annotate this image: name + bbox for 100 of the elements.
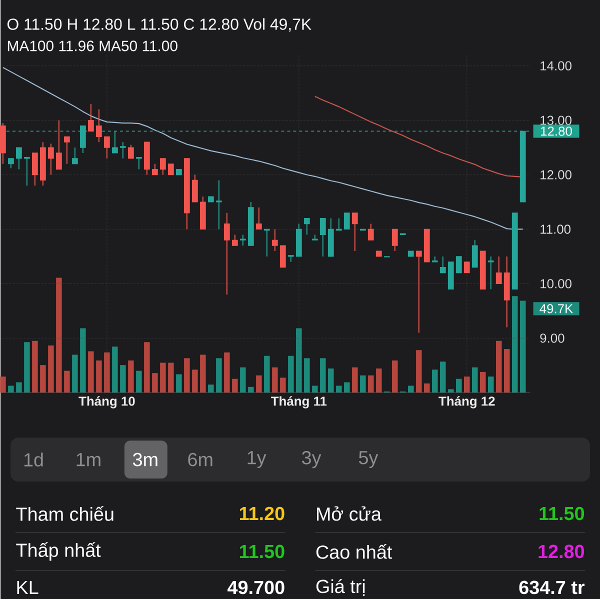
candlestick	[168, 163, 174, 176]
candlestick	[272, 228, 278, 252]
bar	[424, 383, 430, 392]
bar	[64, 370, 70, 392]
y-tick-label: 14.00	[540, 61, 572, 70]
text: Giá trị	[316, 578, 365, 596]
text: 1y	[248, 450, 266, 468]
bar	[488, 376, 494, 392]
line-series	[2, 66, 524, 230]
bar	[416, 350, 422, 392]
candlestick	[88, 103, 94, 132]
text: 11.50	[240, 544, 284, 558]
candlestick	[472, 239, 478, 268]
bar	[104, 352, 110, 392]
text: Tham chiếu	[16, 506, 114, 521]
bar	[96, 360, 102, 392]
text: 1d	[24, 452, 43, 466]
candlestick	[8, 158, 14, 169]
text: 11.50	[540, 506, 584, 520]
bar	[152, 372, 158, 392]
bar	[368, 375, 374, 392]
bar	[392, 360, 398, 392]
text: 49.7K	[540, 304, 574, 314]
bar	[496, 340, 502, 392]
candlestick	[120, 141, 126, 159]
bar	[352, 367, 358, 392]
bar	[296, 328, 302, 392]
candlestick	[240, 234, 246, 246]
candlestick	[160, 158, 166, 176]
bar	[120, 364, 126, 392]
bar	[88, 351, 94, 392]
bar	[240, 367, 246, 392]
bar	[256, 375, 262, 392]
chart-subtitle: MA100 11.96 MA50 11.00	[8, 40, 178, 52]
bar	[432, 369, 438, 392]
bar	[136, 370, 142, 392]
bar	[192, 369, 198, 392]
x-tick-label: Tháng 10	[78, 396, 135, 408]
bar	[336, 386, 342, 392]
candlestick	[64, 136, 70, 164]
candlestick	[48, 143, 54, 176]
bar	[360, 375, 366, 392]
bar	[448, 388, 454, 392]
bar	[208, 384, 214, 392]
candlestick	[344, 212, 350, 230]
candlestick	[320, 218, 326, 257]
bar	[328, 368, 334, 392]
bar	[480, 372, 486, 392]
bar	[24, 342, 30, 392]
candlestick	[16, 146, 22, 170]
candlestick	[72, 146, 78, 164]
candlestick	[488, 256, 494, 290]
y-tick-label: 10.00	[540, 278, 572, 288]
candlestick	[464, 261, 470, 274]
bar	[176, 374, 182, 392]
bar	[40, 364, 46, 392]
bar	[144, 342, 150, 392]
bar	[224, 352, 230, 392]
ref-line-label: 12.80	[541, 126, 572, 136]
bar	[56, 278, 62, 392]
text: 12.80	[538, 544, 584, 558]
bar	[160, 362, 166, 392]
text: KL	[17, 580, 38, 594]
text: 3y	[302, 450, 322, 468]
candlestick	[24, 156, 30, 186]
bar	[272, 367, 278, 392]
text: Mở cửa	[317, 506, 382, 521]
bar	[320, 358, 326, 392]
candlestick	[104, 136, 110, 159]
candlestick	[232, 234, 238, 246]
bar	[16, 382, 22, 392]
bar	[232, 378, 238, 392]
candlestick	[496, 256, 502, 284]
y-tick-label: 13.00	[540, 116, 572, 125]
bar	[184, 358, 190, 392]
bar	[248, 386, 254, 392]
bar	[456, 378, 462, 392]
candlestick	[216, 179, 222, 230]
text: Thấp nhất	[16, 542, 101, 560]
bar	[200, 354, 206, 392]
bar	[440, 361, 446, 392]
candlestick	[440, 256, 446, 274]
text: 6m	[188, 452, 212, 466]
x-tick-label: Tháng 12	[438, 396, 495, 408]
text: 49.700	[228, 580, 284, 594]
candlestick	[336, 218, 342, 231]
bar	[512, 296, 518, 392]
text: 3m	[132, 452, 158, 466]
candlestick	[392, 228, 398, 252]
candlestick	[136, 156, 142, 170]
candlestick	[152, 163, 158, 176]
candlestick	[264, 228, 270, 257]
candlestick	[224, 212, 230, 295]
bar	[264, 356, 270, 392]
bar	[112, 346, 118, 392]
bar	[0, 376, 6, 392]
bar	[376, 368, 382, 392]
bar	[288, 356, 294, 392]
text: 634.7 tr	[519, 580, 585, 594]
bar	[464, 376, 470, 392]
